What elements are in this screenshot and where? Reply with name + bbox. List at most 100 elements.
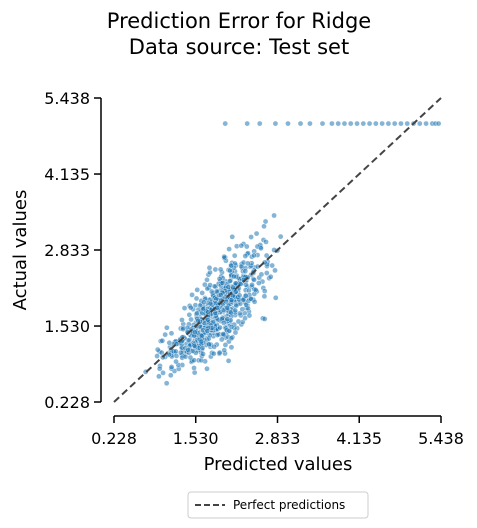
chart-title-line-1: Prediction Error for Ridge [107,9,371,33]
scatter-point [379,120,385,127]
scatter-point [285,120,291,127]
scatter-point [207,282,213,288]
scatter-point [217,266,224,273]
scatter-point [212,266,219,273]
scatter-point [211,343,217,350]
scatter-point [329,120,335,127]
scatter-point [261,223,267,230]
scatter-point [211,283,218,290]
x-axis-ticks: 0.228 1.530 2.833 4.135 5.438 [91,416,464,448]
scatter-point [193,295,200,302]
scatter-point [238,242,245,249]
scatter-point [242,293,249,299]
scatter-point [204,328,211,334]
scatter-point [208,288,215,295]
scatter-point [213,288,220,295]
scatter-point [204,365,210,372]
scatter-point [256,280,262,286]
scatter-point [269,262,275,269]
scatter-point [261,288,268,294]
scatter-point [221,347,228,354]
scatter-point [206,341,212,348]
scatter-point [224,305,231,311]
scatter-point [354,120,360,127]
scatter-point [243,281,249,288]
scatter-point [216,349,223,356]
scatter-point [221,253,228,260]
scatter-point [335,120,341,127]
legend: Perfect predictions [187,491,369,519]
scatter-point [160,370,166,376]
scatter-point [226,246,232,252]
scatter-point [231,273,237,280]
scatter-point [385,120,392,127]
scatter-point [166,339,173,346]
scatter-point [182,353,189,360]
y-tick-label: 4.135 [44,165,90,184]
scatter-point [162,331,168,338]
scatter-point [263,239,269,245]
scatter-point [267,273,274,280]
scatter-point [217,292,224,298]
scatter-point [173,358,179,365]
scatter-point [156,365,163,372]
scatter-point [264,270,270,276]
legend-label-perfect-predictions: Perfect predictions [233,498,345,512]
x-tick-label: 4.135 [336,429,382,448]
scatter-point [173,353,180,359]
scatter-point [242,268,249,274]
scatter-point [228,344,235,351]
scatter-point [404,120,411,127]
scatter-point [199,290,205,296]
scatter-point [164,324,170,331]
y-axis-label: Actual values [10,190,31,311]
scatter-point [242,315,248,321]
scatter-point [198,333,205,339]
perfect-prediction-line [113,97,442,403]
scatter-point [200,351,206,357]
scatter-point [230,284,236,291]
scatter-point [261,316,268,322]
perfect-prediction-line-group [113,97,442,403]
scatter-point [347,120,354,127]
scatter-point [233,302,240,309]
scatter-point [222,342,229,348]
scatter-point [220,319,227,326]
scatter-point [297,120,304,127]
scatter-point [236,292,243,299]
scatter-point [187,354,194,361]
scatter-point [249,282,255,288]
scatter-points [142,120,442,387]
scatter-point [159,337,166,344]
scatter-point [185,347,191,353]
scatter-point [227,278,233,284]
scatter-point [168,364,175,370]
scatter-point [214,332,221,338]
y-tick-label: 2.833 [44,241,90,260]
scatter-point [246,312,253,319]
scatter-point [416,120,423,127]
scatter-point [210,350,217,357]
scatter-point [423,120,429,127]
scatter-point [398,120,404,127]
scatter-point [199,345,206,351]
scatter-point [228,262,235,269]
scatter-point [189,292,195,298]
y-tick-label: 1.530 [44,317,90,336]
scatter-point [391,120,398,127]
scatter-point [181,305,188,311]
scatter-point [235,318,242,325]
x-tick-label: 5.438 [418,429,464,448]
y-tick-label: 0.228 [44,393,90,412]
legend-box [187,491,369,519]
scatter-point [163,380,170,387]
scatter-point [192,302,199,308]
scatter-point [373,120,379,127]
scatter-point [272,267,278,274]
scatter-point [178,349,184,356]
scatter-point [186,312,193,318]
scatter-point [207,269,213,276]
scatter-point [307,120,313,127]
scatter-point [240,296,247,303]
